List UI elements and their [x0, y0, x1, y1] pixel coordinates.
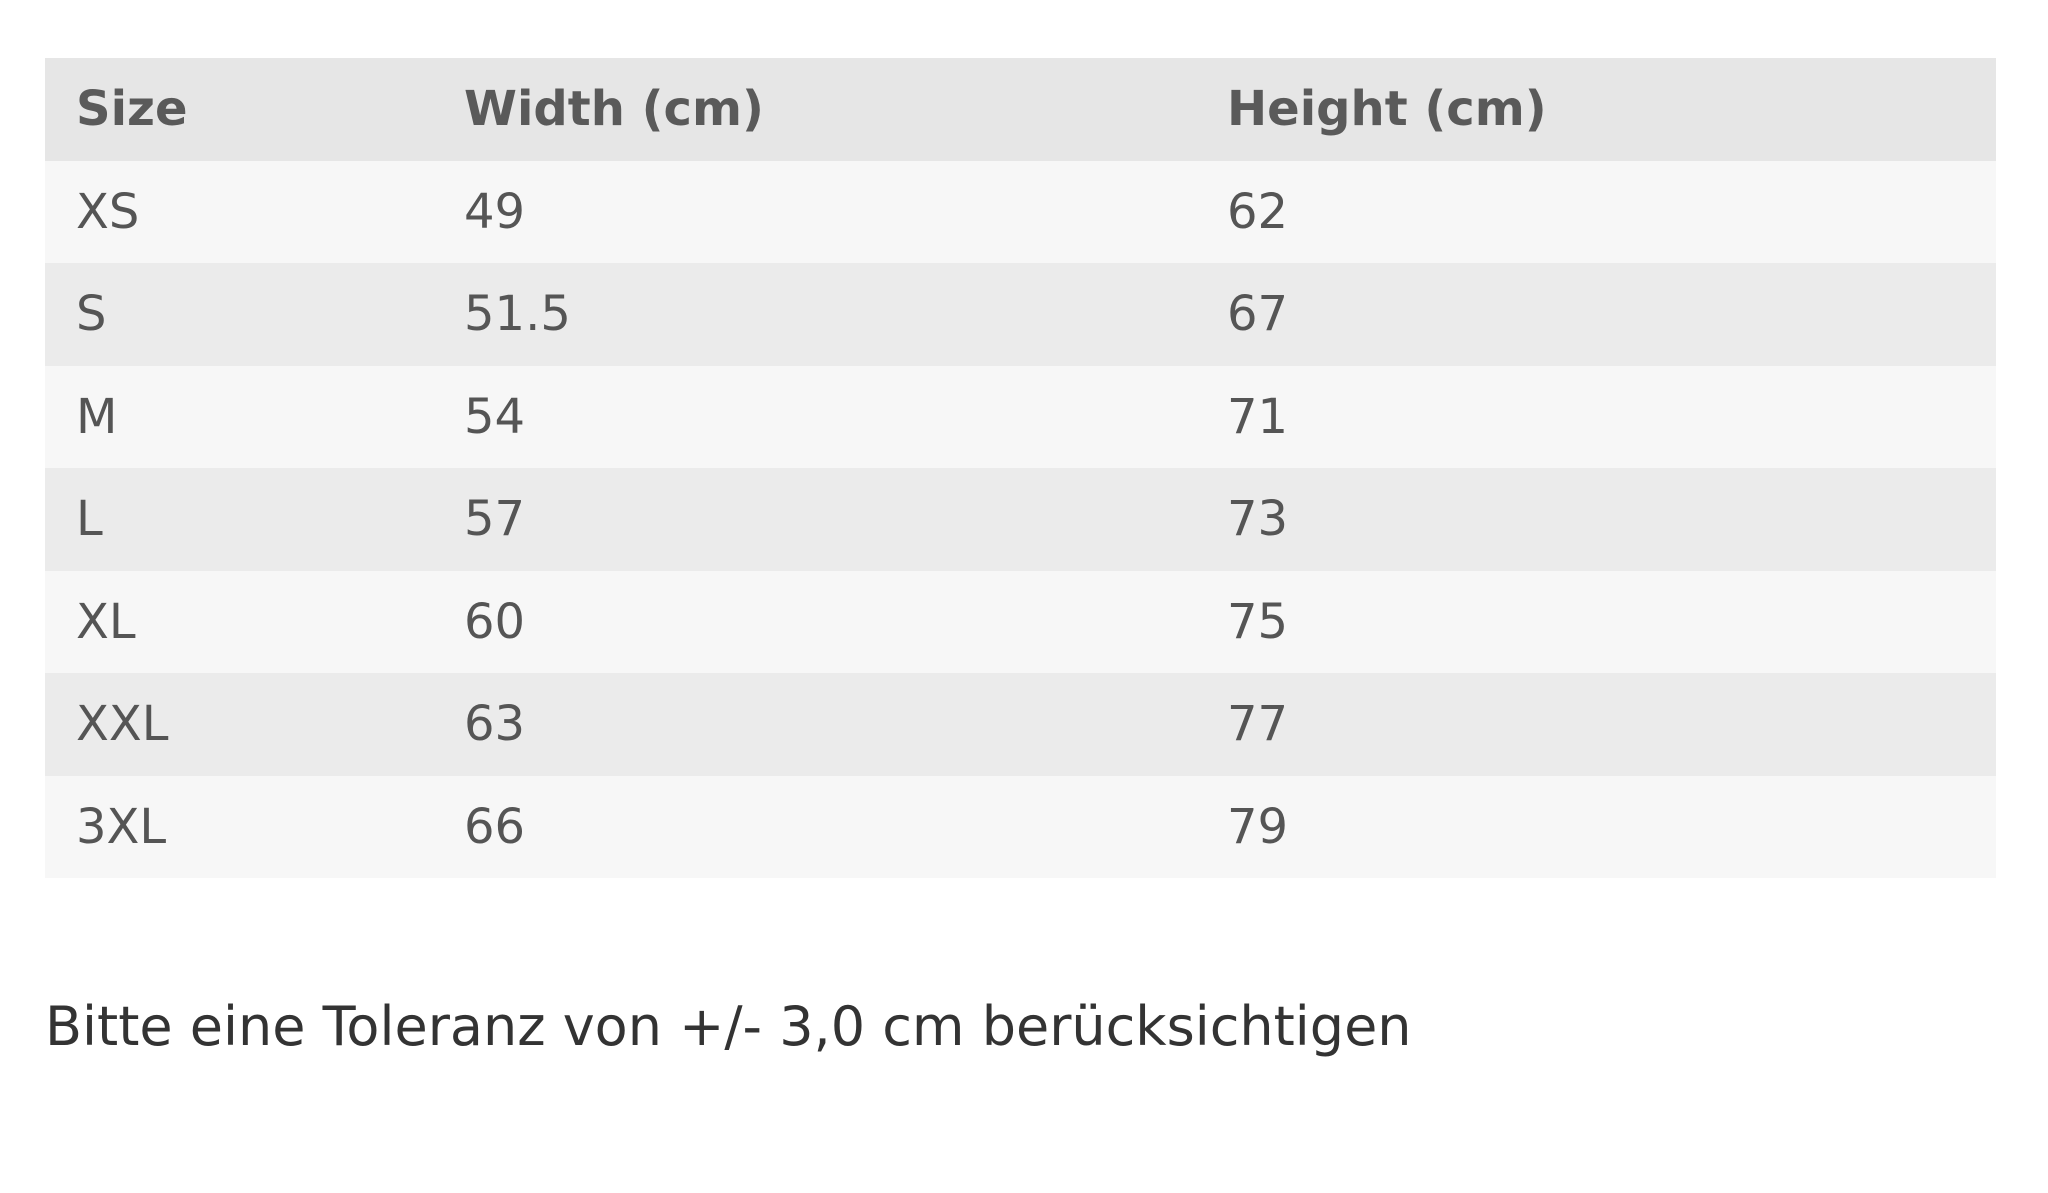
cell-height: 75 [1196, 570, 1996, 673]
header-size: Size [45, 58, 433, 161]
cell-height: 73 [1196, 468, 1996, 571]
table-row: S 51.5 67 [45, 263, 1996, 366]
cell-width: 63 [433, 673, 1196, 776]
table-row: M 54 71 [45, 365, 1996, 468]
cell-size: M [45, 365, 433, 468]
cell-size: XXL [45, 673, 433, 776]
cell-size: S [45, 263, 433, 366]
header-width: Width (cm) [433, 58, 1196, 161]
size-chart-table: Size Width (cm) Height (cm) XS 49 62 S 51.5 6… [45, 58, 1996, 878]
cell-size: XL [45, 570, 433, 673]
header-height: Height (cm) [1196, 58, 1996, 161]
table-body: XS 49 62 S 51.5 67 M 54 71 L 57 73 XL 60 75 XXL 63 77 3XL 6… [45, 160, 1996, 878]
table-row: XL 60 75 [45, 570, 1996, 673]
table-row: XXL 63 77 [45, 673, 1996, 776]
cell-size: 3XL [45, 775, 433, 878]
cell-height: 67 [1196, 263, 1996, 366]
cell-width: 54 [433, 365, 1196, 468]
cell-height: 71 [1196, 365, 1996, 468]
table-header-row: Size Width (cm) Height (cm) [45, 58, 1996, 161]
cell-width: 49 [433, 160, 1196, 263]
cell-height: 77 [1196, 673, 1996, 776]
cell-size: L [45, 468, 433, 571]
cell-size: XS [45, 160, 433, 263]
table-row: L 57 73 [45, 468, 1996, 571]
cell-width: 57 [433, 468, 1196, 571]
cell-width: 66 [433, 775, 1196, 878]
cell-width: 60 [433, 570, 1196, 673]
table-row: 3XL 66 79 [45, 775, 1996, 878]
cell-width: 51.5 [433, 263, 1196, 366]
cell-height: 79 [1196, 775, 1996, 878]
cell-height: 62 [1196, 160, 1996, 263]
tolerance-note: Bitte eine Toleranz von +/- 3,0 cm berüc… [45, 995, 1412, 1058]
table-row: XS 49 62 [45, 160, 1996, 263]
